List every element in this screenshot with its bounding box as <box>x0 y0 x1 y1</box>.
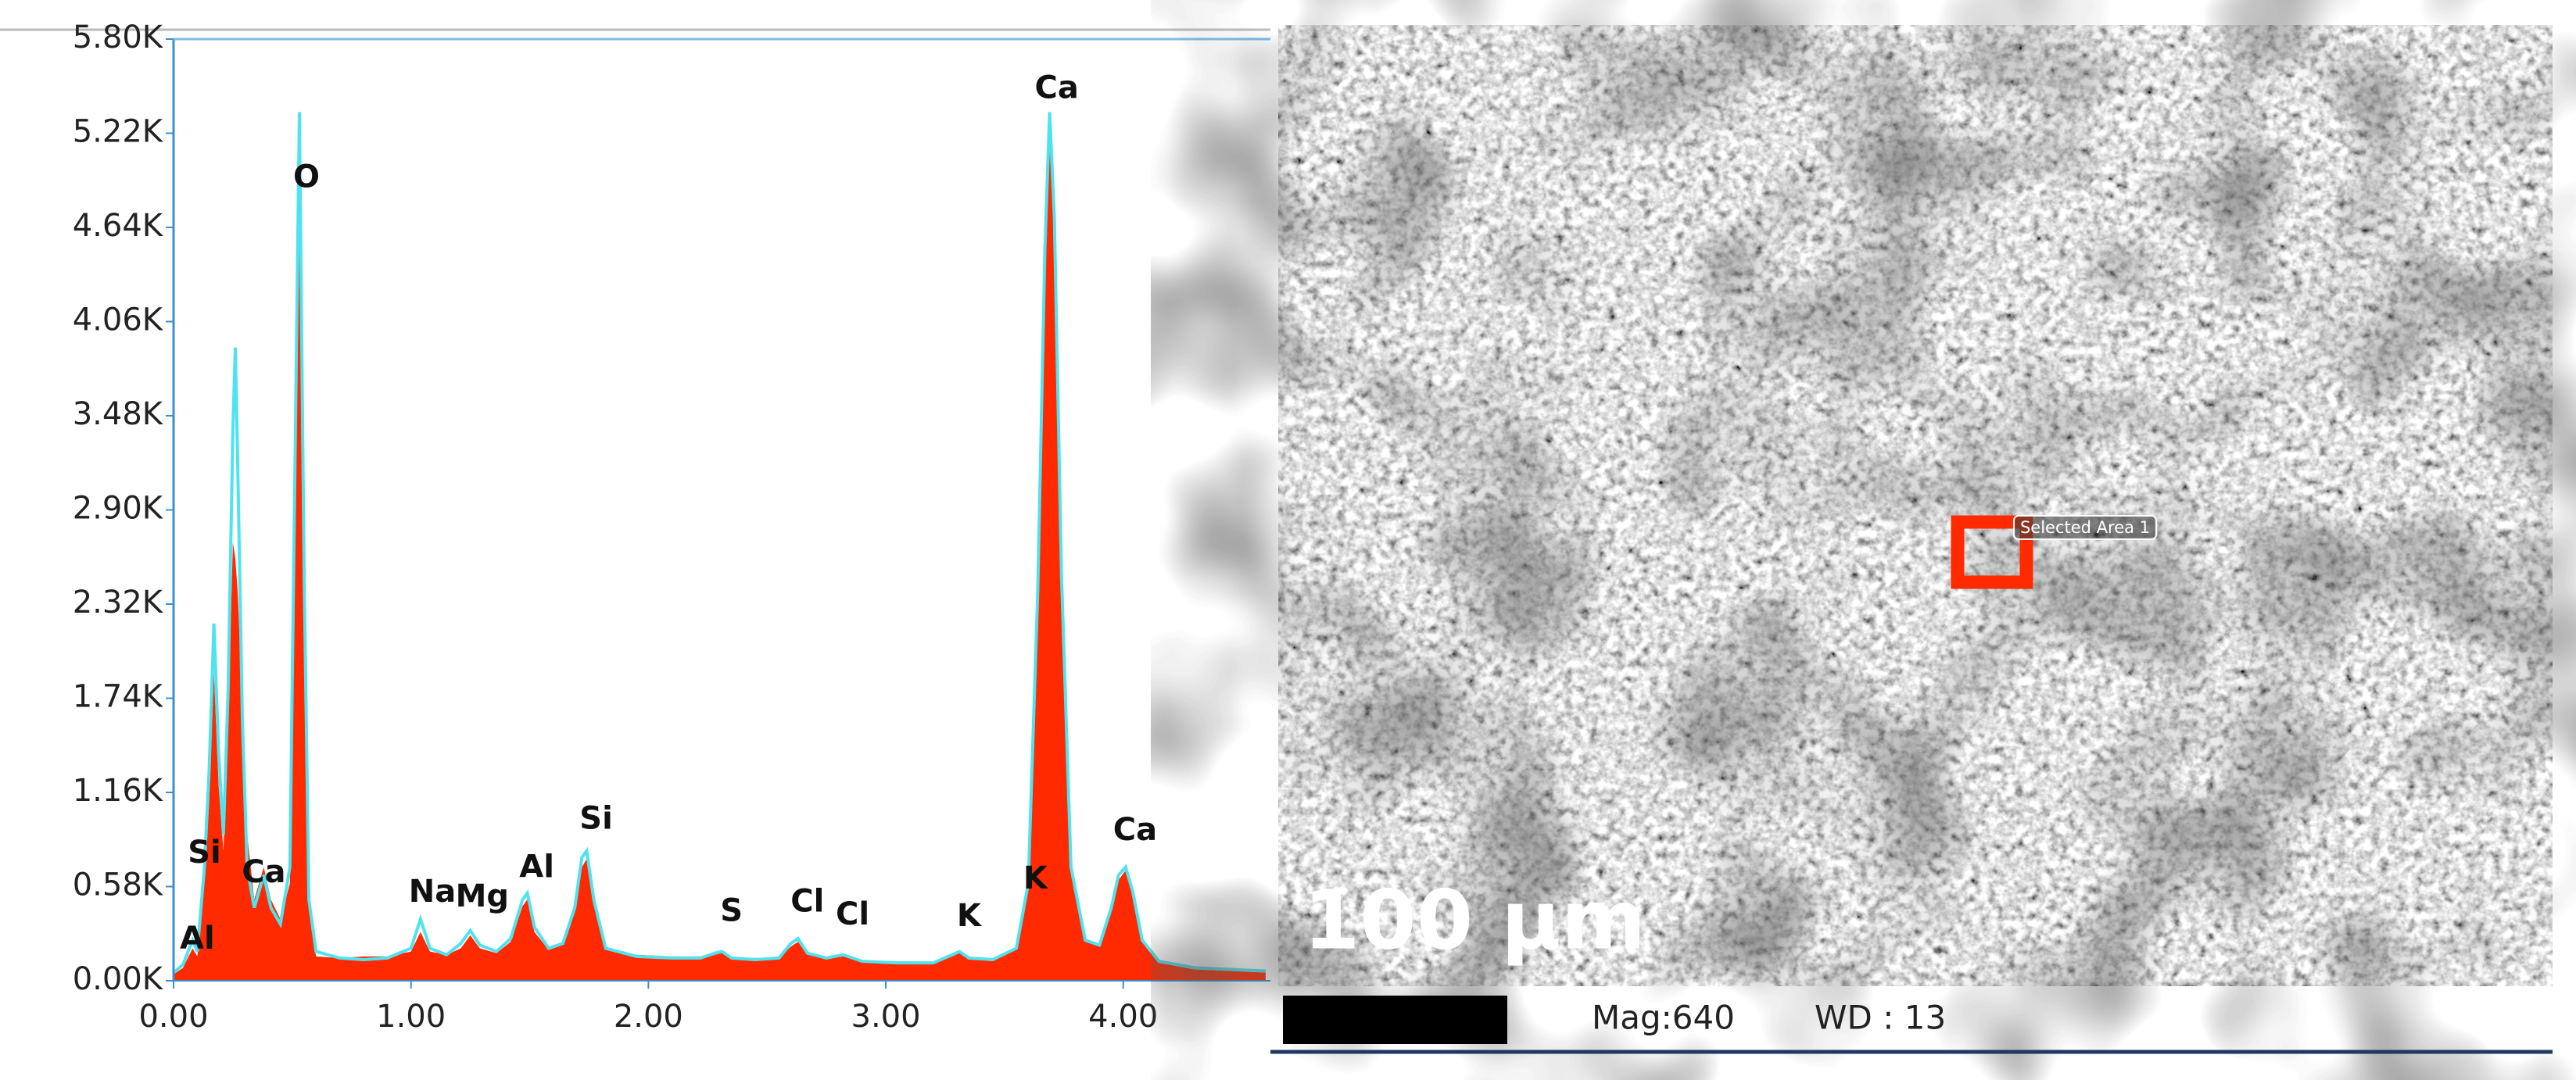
x-tick-label: 2.00 <box>614 999 683 1035</box>
peak-label: Al <box>519 849 554 885</box>
magnification: Mag:640 <box>1592 999 1735 1037</box>
y-tick-label: 0.00K <box>73 961 164 997</box>
plot-area <box>174 39 1270 981</box>
peak-label: Ca <box>1113 812 1157 848</box>
y-tick-label: 5.80K <box>73 20 164 55</box>
peak-label: Ca <box>1035 70 1079 105</box>
peak-label: Al <box>180 921 215 957</box>
x-tick-label: 3.00 <box>851 999 921 1035</box>
area-label: Selected Area 1 <box>2020 518 2150 537</box>
y-tick-label: 5.22K <box>73 114 164 150</box>
x-tick-label: 0.00 <box>138 999 208 1035</box>
peak-label: K <box>957 898 983 934</box>
x-tick-label: 1.00 <box>376 999 446 1035</box>
spectrum-area <box>174 120 1266 982</box>
y-tick-label: 1.16K <box>73 773 164 809</box>
micrograph-shadow <box>1278 25 2553 986</box>
y-tick-label: 2.90K <box>73 491 164 527</box>
y-tick-label: 0.58K <box>73 867 164 903</box>
y-tick-label: 4.06K <box>73 302 164 338</box>
y-tick-label: 3.48K <box>73 396 164 432</box>
peak-label: Cl <box>836 896 869 932</box>
x-tick-label: 4.00 <box>1088 999 1158 1035</box>
peak-label: Si <box>188 835 221 871</box>
peak-label: Si <box>579 800 613 836</box>
working-distance: WD : 13 <box>1815 999 1946 1037</box>
peak-label: Na <box>409 874 456 910</box>
peak-label: O <box>293 159 320 195</box>
y-tick-label: 4.64K <box>73 208 164 244</box>
micrograph: Selected Area 1 100 µm Mag:640 WD : 13 <box>1270 25 2553 1054</box>
peak-label: Cl <box>790 883 824 919</box>
peak-label: S <box>720 893 743 929</box>
selected-area-box <box>1951 515 2033 589</box>
scale-bar <box>1283 996 1507 1044</box>
peak-label: K <box>1023 860 1049 896</box>
y-tick-label: 2.32K <box>73 585 164 620</box>
peak-label: Mg <box>456 878 509 914</box>
scale-bar-label: 100 µm <box>1303 872 1646 967</box>
y-tick-label: 1.74K <box>73 679 164 715</box>
peak-label: Ca <box>242 854 285 890</box>
spectrum-plot: 0.00K0.58K1.16K1.74K2.32K2.90K3.48K4.06K… <box>73 20 1270 1035</box>
fit-line <box>172 112 1267 975</box>
area-label-box <box>2013 515 2157 540</box>
